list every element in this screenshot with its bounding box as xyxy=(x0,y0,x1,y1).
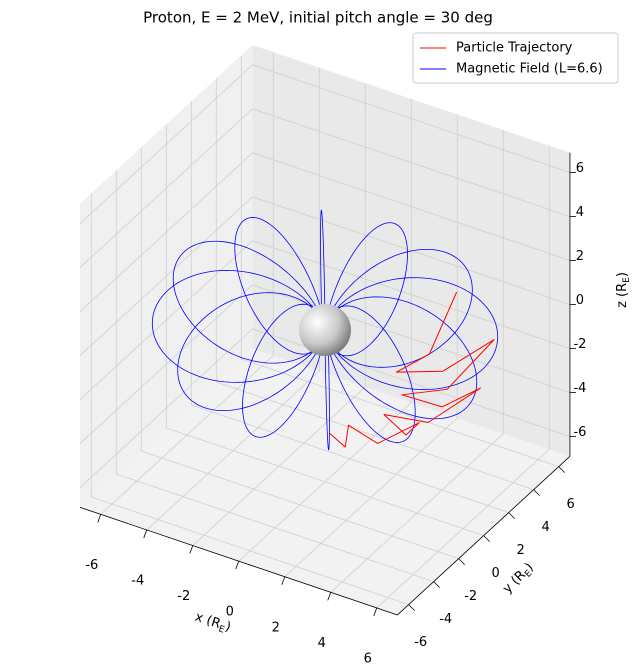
grid-line xyxy=(79,196,253,356)
x-tick-label: 0 xyxy=(226,605,234,620)
field-line xyxy=(172,240,317,364)
label-text: ) xyxy=(223,619,232,635)
axis-line xyxy=(79,506,398,616)
grid-line xyxy=(252,152,571,261)
label-subscript: E xyxy=(523,568,534,579)
tick-mark xyxy=(373,607,378,617)
label-subscript: E xyxy=(622,277,632,283)
label-subscript: E xyxy=(217,624,226,635)
z-tick-label: 2 xyxy=(576,249,584,264)
grid-line xyxy=(79,328,253,488)
ylabel-axis-label: y (RE) xyxy=(500,560,538,598)
x-tick-label: -6 xyxy=(85,558,98,573)
tick-mark xyxy=(458,558,465,565)
label-text: ) xyxy=(615,272,630,277)
tick-mark xyxy=(281,576,286,585)
grid-line xyxy=(166,427,484,536)
field-line xyxy=(329,305,416,443)
x-tick-label: 4 xyxy=(318,636,326,651)
field-line xyxy=(234,217,321,355)
chart-title: Proton, E = 2 MeV, initial pitch angle =… xyxy=(143,9,493,27)
z-tick-label: -6 xyxy=(573,425,586,440)
field-line xyxy=(333,296,478,420)
tick-mark xyxy=(408,604,415,611)
field-line xyxy=(177,292,317,412)
tick-mark xyxy=(143,529,148,539)
label-text: z (R xyxy=(615,283,630,308)
tick-mark xyxy=(433,581,440,588)
grid-line xyxy=(79,152,253,312)
legend: Particle Trajectory Magnetic Field (L=6.6… xyxy=(412,32,619,84)
tick-mark xyxy=(483,535,490,542)
earth-sphere xyxy=(299,304,351,356)
x-tick-label: -4 xyxy=(131,573,144,588)
grid-line xyxy=(79,108,253,268)
tick-mark xyxy=(508,512,515,519)
tick-mark xyxy=(189,545,194,554)
y-tick-label: -6 xyxy=(414,635,427,650)
grid-line xyxy=(91,496,409,605)
legend-label: Particle Trajectory xyxy=(456,41,573,56)
earth xyxy=(299,304,351,356)
tick-mark xyxy=(533,489,540,496)
y-tick-label: 2 xyxy=(517,543,525,558)
grid-line xyxy=(191,404,509,513)
tick-mark xyxy=(327,592,332,601)
grid-line xyxy=(216,381,534,490)
trajectory-line xyxy=(329,291,495,448)
grid-line xyxy=(116,473,434,582)
tick-mark xyxy=(97,514,102,523)
z-tick-label: -2 xyxy=(573,337,586,352)
y-tick-label: 6 xyxy=(567,497,575,512)
axis-line xyxy=(397,455,571,616)
field-line xyxy=(151,270,316,383)
y-tick-label: 4 xyxy=(542,520,550,535)
field-line xyxy=(242,303,321,438)
x-tick-label: -2 xyxy=(177,589,190,604)
trajectory xyxy=(329,291,495,448)
tick-mark xyxy=(558,466,565,473)
x-tick-label: 6 xyxy=(364,651,372,666)
z-tick-label: 4 xyxy=(576,205,584,220)
field-line xyxy=(329,222,408,357)
zlabel-axis-label: z (RE) xyxy=(615,272,632,308)
grid-line xyxy=(252,64,571,173)
field-line xyxy=(334,277,499,390)
legend-box xyxy=(412,32,619,84)
grid-line xyxy=(252,108,571,217)
grid-line xyxy=(252,240,571,349)
tick-mark xyxy=(235,561,240,570)
z-tick-label: 0 xyxy=(576,293,584,308)
grid-line xyxy=(241,358,559,467)
grid-line xyxy=(141,450,459,559)
y-tick-label: -4 xyxy=(439,612,452,627)
grid-line xyxy=(79,64,253,224)
x-tick-label: 2 xyxy=(272,620,280,635)
grid-line xyxy=(79,284,253,444)
field-line xyxy=(333,248,473,368)
grid-line xyxy=(79,240,253,400)
legend-label: Magnetic Field (L=6.6) xyxy=(456,62,603,77)
z-tick-label: -4 xyxy=(573,381,586,396)
y-tick-label: -2 xyxy=(464,589,477,604)
z-tick-label: 6 xyxy=(576,161,584,176)
y-tick-label: 0 xyxy=(492,566,500,581)
